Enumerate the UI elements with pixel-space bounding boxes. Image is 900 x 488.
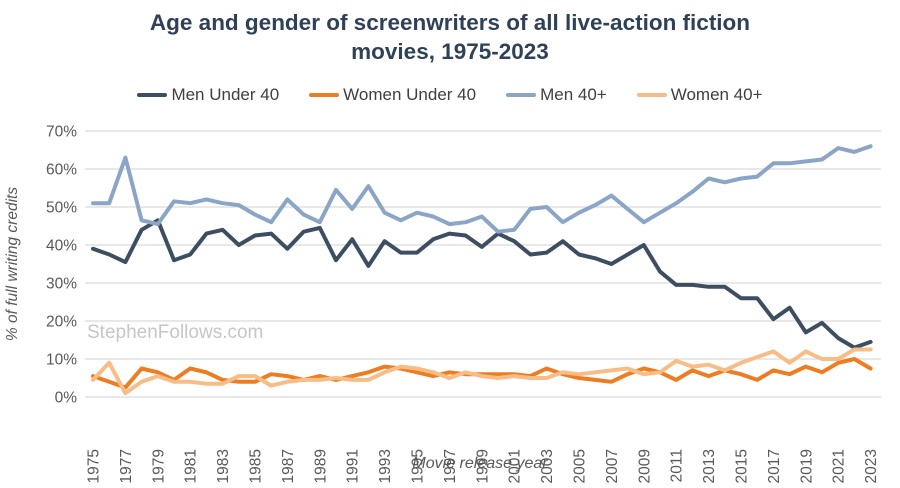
legend-item-women-40: Women 40+ [636,85,763,105]
legend-label: Men Under 40 [171,85,280,104]
x-tick-label: 2023 [863,449,880,483]
x-tick-label: 2015 [734,449,751,483]
x-tick-label: 2003 [539,449,556,483]
x-tick-label: 1999 [474,449,491,483]
series-line-men-under-40 [91,218,873,350]
y-tick-label: 70% [46,124,77,141]
series-line-women-40 [91,347,873,396]
x-tick-label: 1983 [215,449,232,483]
x-tick-label: 2001 [507,449,524,483]
x-tick-label: 1977 [118,449,135,483]
legend-item-women-under-40: Women Under 40 [309,85,476,105]
legend-swatch-women-under-40 [309,92,340,98]
x-tick-label: 1995 [410,449,427,483]
watermark: StephenFollows.com [87,322,264,343]
y-tick-label: 0% [55,390,78,407]
x-tick-label: 2021 [831,449,848,483]
x-tick-label: 2009 [636,449,653,483]
x-tick-label: 2017 [766,449,783,483]
x-tick-label: 2013 [701,449,718,483]
chart-title: Age and gender of screenwriters of all l… [0,8,900,66]
y-tick-label: 40% [46,238,77,255]
x-tick-label: 1985 [248,449,265,483]
y-tick-label: 30% [46,276,77,293]
x-tick-label: 1975 [86,449,103,483]
y-tick-label: 10% [46,352,77,369]
x-tick-label: 1989 [312,449,329,483]
x-tick-label: 2005 [572,449,589,483]
x-tick-label: 1993 [377,449,394,483]
legend-item-men-under-40: Men Under 40 [137,85,279,105]
x-tick-label: 1981 [183,449,200,483]
x-tick-label: 1979 [150,449,167,483]
x-tick-label: 1987 [280,449,297,483]
y-axis-title: % of full writing credits [4,186,21,342]
legend-item-men-40: Men 40+ [506,85,607,105]
series-line-men-40 [91,144,873,234]
x-tick-label: 1991 [345,449,362,483]
x-tick-label: 2019 [798,449,815,483]
x-tick-label: 2007 [604,449,621,483]
legend-swatch-men-under-40 [137,92,168,98]
legend: Men Under 40 Women Under 40 Men 40+ Women 4… [0,85,900,105]
x-tick-label: 2011 [669,449,686,482]
legend-swatch-women-40 [636,92,667,98]
chart-title-text: Age and gender of screenwriters of all l… [149,10,751,64]
x-tick-label: 1997 [442,449,459,483]
legend-label: Women 40+ [670,85,763,104]
x-axis-title: Movie release year [412,455,548,472]
y-tick-label: 20% [46,314,77,331]
legend-swatch-men-40 [506,92,537,98]
legend-label: Men 40+ [540,85,607,104]
y-tick-label: 50% [46,200,77,217]
legend-label: Women Under 40 [343,85,477,104]
y-tick-label: 60% [46,162,77,179]
